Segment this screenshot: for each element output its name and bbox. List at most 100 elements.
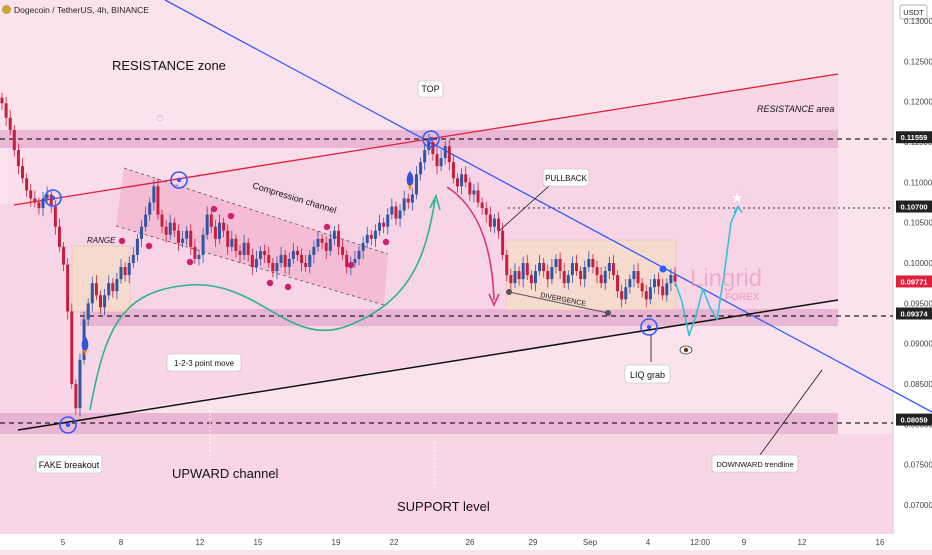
- currency-badge[interactable]: [899, 4, 928, 20]
- compression-channel: [116, 168, 388, 305]
- marker-left-top: [44, 189, 62, 207]
- candle-body: [295, 250, 299, 255]
- candle-body: [70, 311, 74, 384]
- candle-body: [390, 206, 394, 215]
- candle-body: [636, 271, 640, 284]
- circle-marker-centers: [50, 136, 652, 428]
- candle-body: [189, 230, 193, 247]
- downward-trendline: [164, 0, 932, 413]
- candle-body: [345, 254, 349, 268]
- circle-markers: [44, 130, 658, 434]
- candle-body: [402, 198, 406, 211]
- candle-body: [176, 230, 180, 243]
- candle-body: [98, 295, 102, 308]
- candle-body: [115, 279, 119, 292]
- compression-channel-bottom: [115, 225, 385, 306]
- price-tag-bg: [896, 413, 932, 426]
- candle-body: [234, 238, 238, 251]
- downward-trendline-label-box: [711, 454, 799, 473]
- price-level-tags: 0.11559 0.10700 0.09771 0.09374 0.08059: [896, 131, 932, 426]
- candle-body: [566, 275, 570, 284]
- candle-body: [497, 218, 501, 231]
- watermark-sub: FOREX: [725, 292, 760, 303]
- candle-body: [267, 254, 271, 263]
- candle-body: [464, 174, 468, 183]
- y-tick-label: 0.10500: [904, 219, 932, 228]
- candle-body: [12, 129, 16, 151]
- candle-body: [0, 97, 4, 104]
- candle-body: [447, 146, 451, 163]
- candle-body: [246, 242, 250, 255]
- one-two-three-curve: [89, 199, 436, 411]
- candle-body: [144, 214, 148, 227]
- candle-body: [337, 230, 340, 247]
- candle-body: [394, 206, 398, 219]
- candle-body: [669, 275, 673, 284]
- candle-body: [49, 194, 53, 207]
- candle-body: [353, 258, 357, 263]
- time-axis[interactable]: 5 8 12 15 19 22 26 29 Sep 4 12:00 9 12 16: [61, 538, 885, 547]
- candle-body: [644, 291, 648, 300]
- candle-body: [279, 254, 283, 263]
- candle-body: [250, 254, 254, 268]
- marker-fake-breakout: [59, 416, 77, 434]
- rocket-icon-mid: [406, 171, 414, 191]
- candle-body: [21, 166, 25, 179]
- compression-touch-dot: [266, 279, 274, 287]
- candle-body: [103, 295, 107, 308]
- upward-channel-line: [17, 299, 839, 431]
- divergence-dot: [506, 289, 512, 295]
- symbol-header[interactable]: Dogecoin / TetherUS, 4h, BINANCE: [2, 5, 149, 15]
- projection-arrowhead: [733, 205, 743, 213]
- candle-body: [451, 162, 455, 179]
- candle-body: [369, 234, 373, 239]
- candle-body: [320, 238, 324, 243]
- candle-body: [357, 250, 361, 259]
- candle-body: [271, 263, 275, 272]
- candle-body: [501, 230, 505, 255]
- candle-body: [160, 214, 164, 227]
- y-tick-label: 0.07000: [904, 501, 932, 510]
- candle-body: [45, 194, 49, 199]
- candle-body: [525, 263, 529, 276]
- candle-body: [431, 142, 435, 155]
- candle-body: [283, 254, 287, 268]
- candle-body: [172, 222, 176, 231]
- y-tick-label: 0.09000: [904, 340, 932, 349]
- candle-body: [119, 267, 123, 280]
- lower-high-dot: [659, 265, 667, 273]
- compression-touch-dot: [118, 237, 126, 245]
- candle-body: [152, 186, 156, 203]
- marker-compression-top: [170, 171, 188, 189]
- x-tick-label: 19: [332, 538, 341, 547]
- candle-body: [238, 250, 242, 255]
- candle-body: [673, 275, 677, 282]
- candle-body: [460, 174, 464, 187]
- dot-markers: [118, 205, 611, 316]
- candle-body: [562, 271, 566, 284]
- compression-touch-dot: [347, 261, 355, 269]
- candle-body: [546, 271, 550, 280]
- x-tick-label: 8: [119, 538, 124, 547]
- compression-touch-dot: [284, 283, 292, 291]
- candle-body: [205, 214, 209, 235]
- candle-body: [41, 198, 45, 209]
- candle-body: [468, 182, 472, 195]
- price-tag-bg: [896, 200, 932, 213]
- pullback-label-box: [542, 168, 590, 187]
- candle-body: [66, 264, 70, 312]
- candle-body: [361, 242, 365, 251]
- candle-body: [382, 222, 386, 227]
- point-move-label: 1-2-3 point move: [174, 359, 235, 368]
- x-tick-label: 12: [196, 538, 205, 547]
- candle-body: [652, 279, 656, 288]
- candle-body: [304, 263, 308, 268]
- candle-body: [575, 263, 579, 272]
- y-tick-label: 0.12500: [904, 57, 932, 66]
- candle-body: [529, 275, 533, 284]
- candle-body: [599, 275, 603, 284]
- candle-body: [230, 238, 234, 247]
- candle-body: [554, 258, 558, 268]
